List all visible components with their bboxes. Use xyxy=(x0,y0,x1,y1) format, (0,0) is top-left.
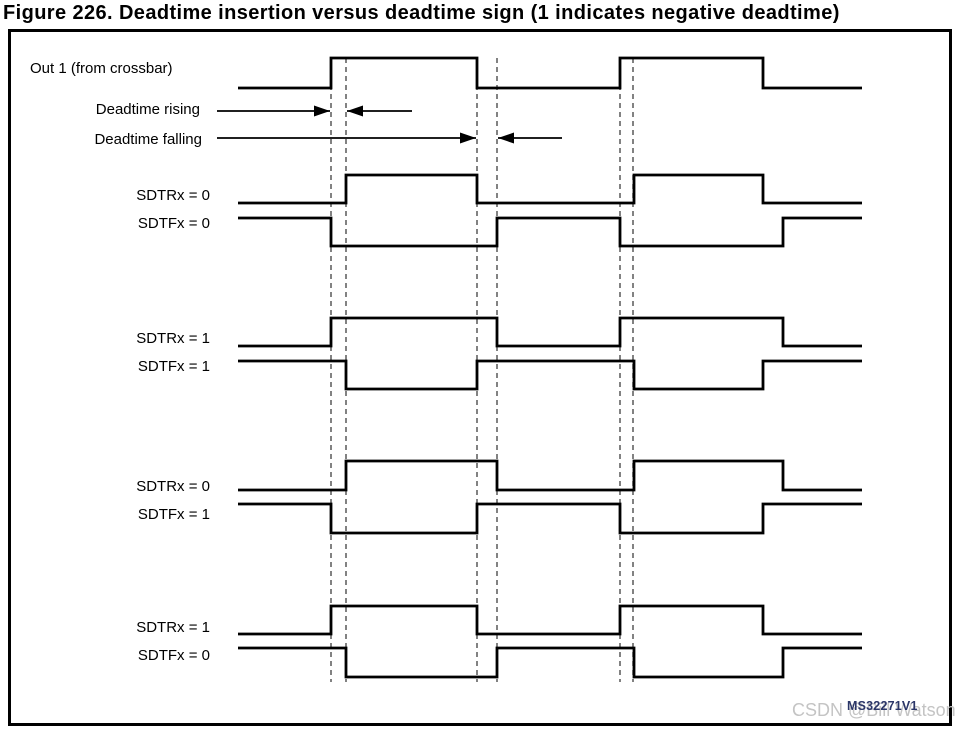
group1-sdtf-label: SDTFx = 0 xyxy=(137,215,210,232)
deadtime-rising-label: Deadtime rising xyxy=(95,101,200,118)
group3-sdtr-label: SDTRx = 0 xyxy=(136,478,210,495)
deadtime-falling-arrow-left-head xyxy=(460,132,476,144)
group3-sdtf-label: SDTFx = 1 xyxy=(137,506,210,523)
group1-sdtr-waveform xyxy=(238,173,862,205)
group1-sdtf-waveform xyxy=(238,216,862,248)
group4-sdtr-waveform xyxy=(238,604,862,636)
group4-sdtr-label: SDTRx = 1 xyxy=(136,619,210,636)
deadtime-rising-arrow-left-head xyxy=(314,105,330,117)
figure-reference-tag: MS32271V1 xyxy=(847,699,918,713)
group4-sdtf-waveform xyxy=(238,646,862,679)
deadtime-falling-arrow-right-head xyxy=(498,132,514,144)
figure-title: Figure 226. Deadtime insertion versus de… xyxy=(3,2,840,24)
group4-sdtf-label: SDTFx = 0 xyxy=(137,647,210,664)
group1-sdtr-label: SDTRx = 0 xyxy=(136,187,210,204)
group2-sdtf-waveform xyxy=(238,359,862,391)
out1-waveform xyxy=(238,56,862,90)
group3-sdtr-waveform xyxy=(238,459,862,492)
deadtime-falling-label: Deadtime falling xyxy=(94,131,202,148)
deadtime-rising-arrow-right-head xyxy=(347,105,363,117)
out1-signal-label: Out 1 (from crossbar) xyxy=(30,60,173,77)
diagram-border-box xyxy=(8,29,952,726)
group2-sdtr-waveform xyxy=(238,316,862,348)
group2-sdtr-label: SDTRx = 1 xyxy=(136,330,210,347)
csdn-watermark: CSDN @Bill Watson xyxy=(792,700,956,720)
group3-sdtf-waveform xyxy=(238,502,862,535)
group2-sdtf-label: SDTFx = 1 xyxy=(137,358,210,375)
